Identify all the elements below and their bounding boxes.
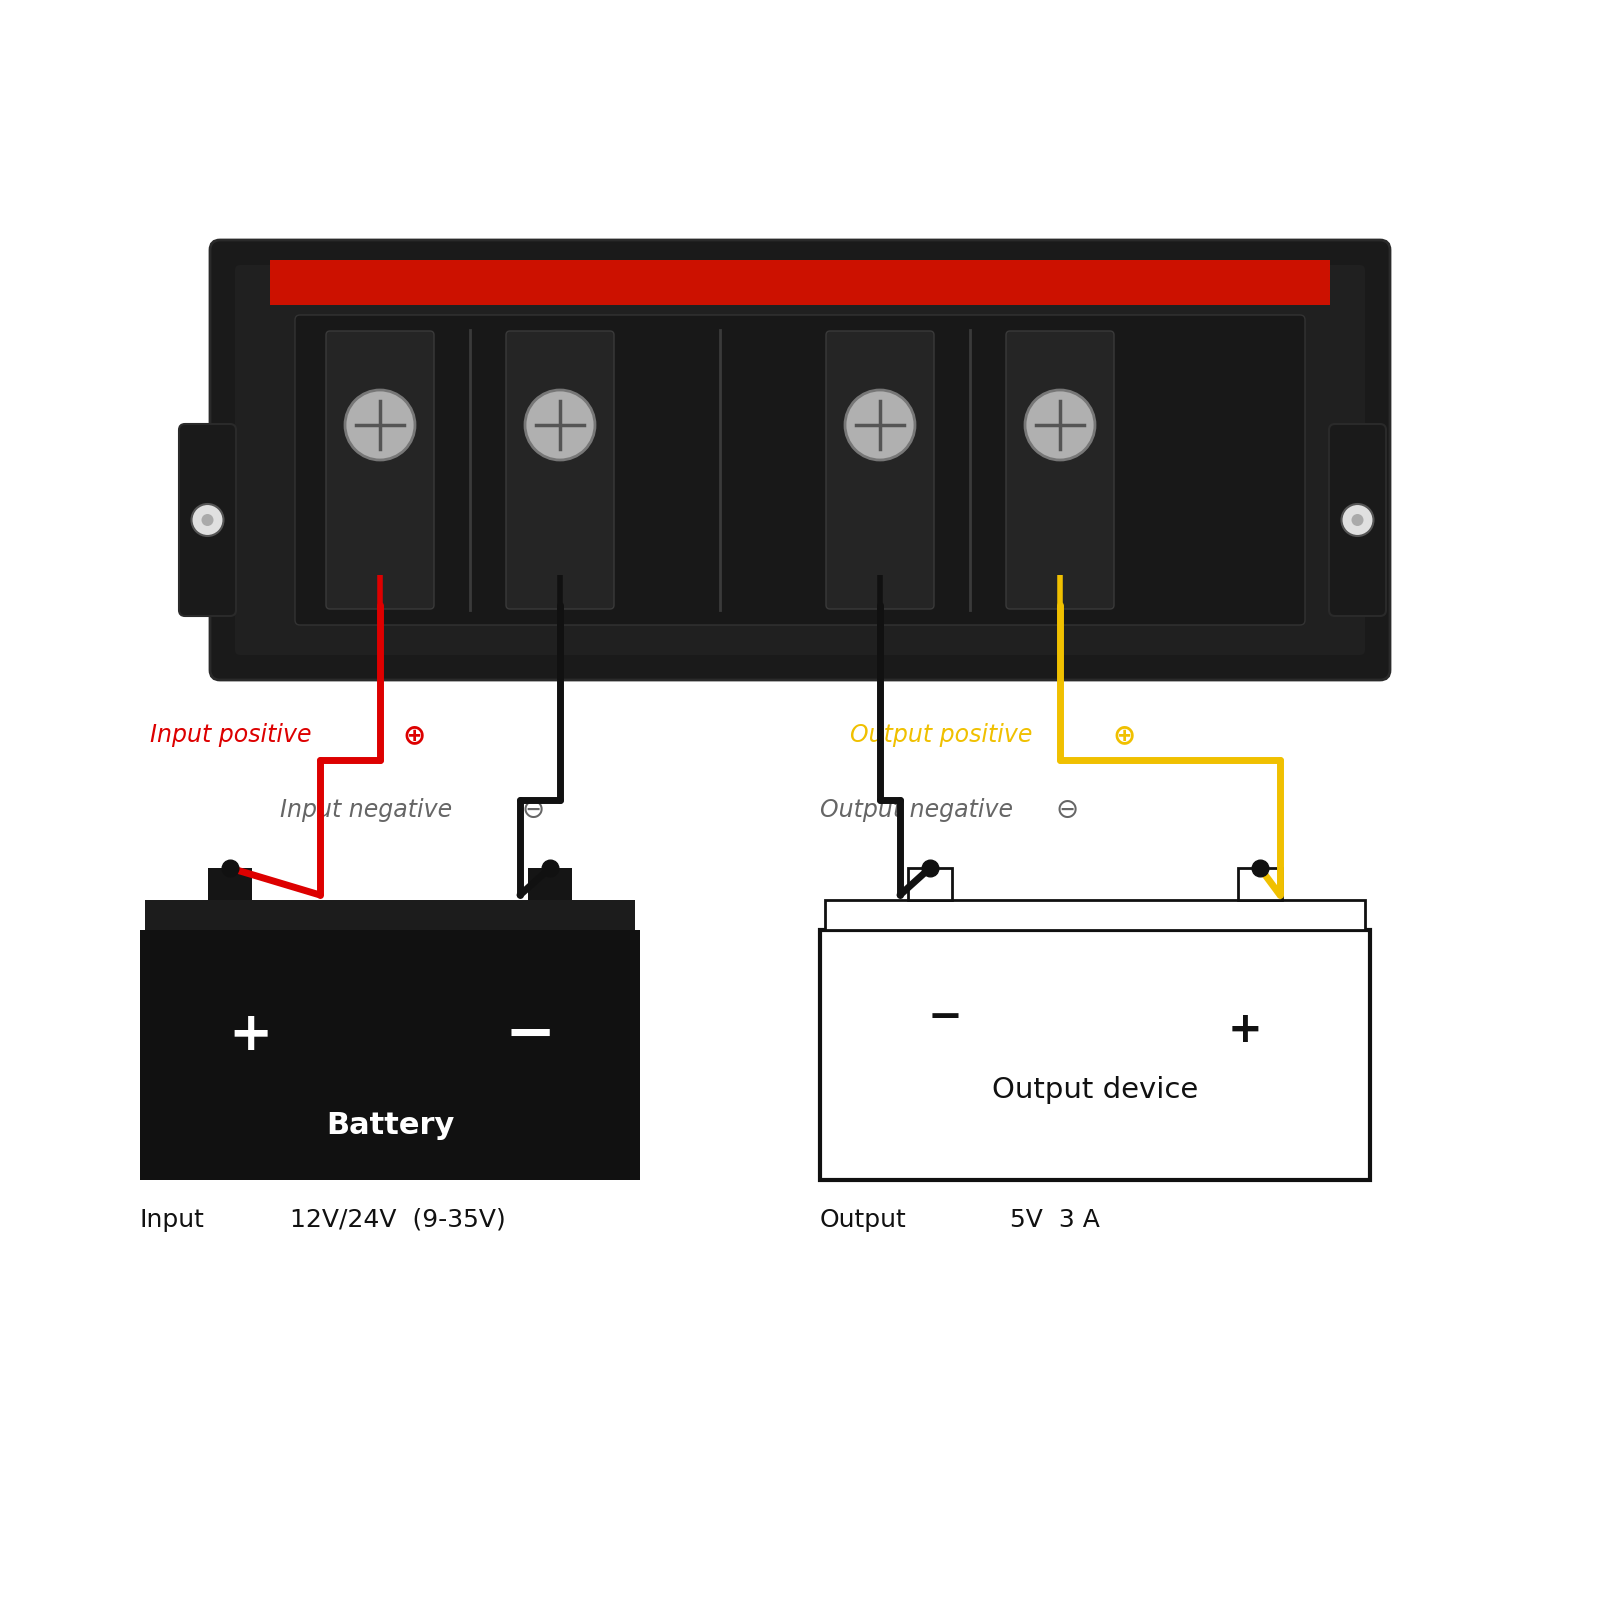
Text: ⊕: ⊕	[1112, 722, 1136, 749]
FancyBboxPatch shape	[1330, 424, 1386, 616]
Text: +: +	[227, 1010, 272, 1061]
FancyBboxPatch shape	[506, 331, 614, 610]
Text: +: +	[1227, 1010, 1262, 1051]
Circle shape	[192, 504, 224, 536]
FancyBboxPatch shape	[326, 331, 434, 610]
Text: 12V/24V  (9-35V): 12V/24V (9-35V)	[290, 1208, 506, 1232]
Bar	[1238, 867, 1282, 899]
Bar	[208, 867, 251, 899]
Text: Output negative: Output negative	[819, 798, 1013, 822]
Text: Output: Output	[819, 1208, 907, 1232]
FancyBboxPatch shape	[294, 315, 1306, 626]
FancyBboxPatch shape	[235, 266, 1365, 654]
Text: −: −	[928, 997, 963, 1038]
Text: ⊕: ⊕	[402, 722, 426, 749]
Bar	[819, 930, 1370, 1181]
Text: ⊖: ⊖	[522, 795, 546, 824]
Circle shape	[525, 390, 595, 461]
Circle shape	[845, 390, 915, 461]
Text: Output device: Output device	[992, 1075, 1198, 1104]
Text: ⊖: ⊖	[1054, 795, 1078, 824]
FancyBboxPatch shape	[1006, 331, 1114, 610]
FancyBboxPatch shape	[141, 930, 640, 1181]
Bar	[146, 899, 635, 930]
Text: Input negative: Input negative	[280, 798, 453, 822]
Bar	[270, 259, 1330, 306]
Text: Output positive: Output positive	[850, 723, 1032, 747]
Bar	[907, 867, 952, 899]
FancyBboxPatch shape	[210, 240, 1390, 680]
FancyBboxPatch shape	[826, 331, 934, 610]
FancyBboxPatch shape	[179, 424, 237, 616]
Text: Battery: Battery	[326, 1110, 454, 1139]
Text: 5V  3 A: 5V 3 A	[1010, 1208, 1099, 1232]
Bar	[826, 899, 1365, 930]
Text: Input positive: Input positive	[150, 723, 312, 747]
Circle shape	[202, 514, 213, 526]
Bar	[528, 867, 573, 899]
Text: Input: Input	[141, 1208, 205, 1232]
Circle shape	[346, 390, 414, 461]
Circle shape	[1026, 390, 1094, 461]
Circle shape	[1341, 504, 1373, 536]
Circle shape	[1352, 514, 1363, 526]
Text: −: −	[504, 1005, 555, 1064]
